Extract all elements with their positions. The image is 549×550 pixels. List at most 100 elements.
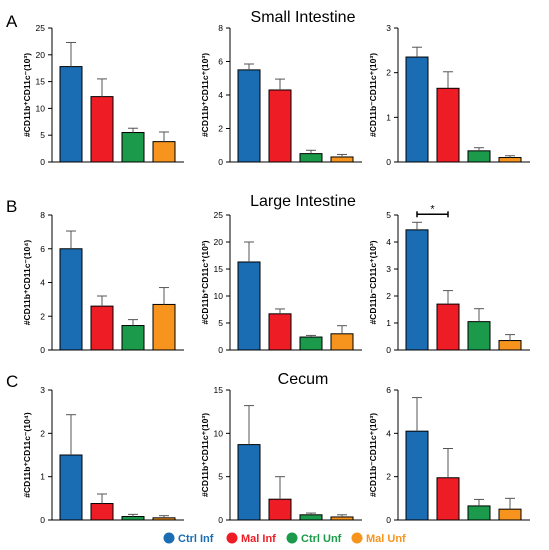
y-tick-label: 2 [40, 428, 45, 438]
y-tick-label: 0 [218, 515, 223, 525]
legend-label: Ctrl Inf [178, 533, 214, 545]
y-tick-label: 6 [40, 244, 45, 254]
bar-mal-unf [330, 333, 354, 351]
bar-chart-b2: 0 5 10 15 20 25 #CD11b⁺CD11c⁺(10³) [200, 210, 362, 355]
y-tick-label: 2 [218, 124, 223, 134]
bar-ctrl-inf [237, 261, 261, 351]
y-tick-label: 20 [36, 50, 46, 60]
y-tick-label: 0 [40, 515, 45, 525]
y-tick-label: 25 [36, 23, 46, 33]
y-tick-label: 8 [40, 210, 45, 220]
bar-ctrl-unf [299, 336, 323, 351]
panel-letter-a: A [6, 12, 18, 31]
y-axis-label: #CD11b⁺CD11c⁻(10⁴) [22, 412, 32, 498]
bar-mal-unf [330, 516, 354, 521]
y-tick-label: 5 [40, 130, 45, 140]
bar-mal-inf [436, 303, 460, 351]
bar-mal-inf [436, 477, 460, 521]
bar-ctrl-inf [405, 229, 429, 351]
legend-label: Ctrl Unf [301, 533, 342, 545]
bar-ctrl-inf [59, 454, 83, 521]
legend-swatch [351, 532, 363, 544]
y-axis-label: #CD11b⁺CD11c⁻(10³) [22, 53, 32, 137]
bar-ctrl-inf [405, 430, 429, 521]
bar-mal-unf [330, 156, 354, 163]
legend: Ctrl Inf Mal Inf Ctrl Unf Mal Unf [163, 532, 406, 545]
y-tick-label: 6 [386, 385, 391, 395]
legend-item-ctrl-unf: Ctrl Unf [286, 532, 342, 545]
legend-item-mal-unf: Mal Unf [351, 532, 406, 545]
y-tick-label: 0 [386, 345, 391, 355]
y-tick-label: 3 [386, 264, 391, 274]
bar-ctrl-unf [467, 505, 491, 521]
bar-mal-inf [90, 305, 114, 351]
y-tick-label: 3 [386, 23, 391, 33]
bar-ctrl-inf [237, 69, 261, 163]
y-tick-label: 25 [214, 210, 224, 220]
legend-label: Mal Unf [366, 533, 406, 545]
panel-title-small-intestine: Small Intestine [251, 9, 356, 26]
y-tick-label: 2 [386, 472, 391, 482]
y-tick-label: 10 [214, 291, 224, 301]
bar-ctrl-unf [121, 132, 145, 163]
bar-chart-c1: 0 1 2 3 #CD11b⁺CD11c⁻(10⁴) [22, 385, 184, 525]
y-tick-label: 4 [40, 278, 45, 288]
y-tick-label: 5 [218, 472, 223, 482]
bar-ctrl-unf [467, 321, 491, 351]
legend-item-mal-inf: Mal Inf [226, 532, 276, 545]
legend-label: Mal Inf [241, 533, 276, 545]
y-tick-label: 4 [386, 237, 391, 247]
legend-swatch [286, 532, 298, 544]
bar-chart-c3: 0 2 4 6 #CD11b⁻CD11c⁺(10³) [368, 385, 530, 525]
y-tick-label: 10 [36, 103, 46, 113]
y-tick-label: 2 [40, 311, 45, 321]
panel-letter-c: C [6, 372, 18, 391]
y-axis-label: #CD11b⁺CD11c⁺(10³) [200, 240, 210, 324]
bar-mal-unf [152, 517, 176, 521]
y-tick-label: 5 [218, 318, 223, 328]
y-axis-label: #CD11b⁺CD11c⁻(10⁴) [22, 240, 32, 326]
y-tick-label: 5 [386, 210, 391, 220]
y-tick-label: 15 [214, 264, 224, 274]
y-tick-label: 0 [218, 157, 223, 167]
bar-ctrl-inf [237, 444, 261, 521]
y-tick-label: 0 [218, 345, 223, 355]
y-tick-label: 0 [40, 157, 45, 167]
bar-mal-inf [90, 503, 114, 521]
y-tick-label: 20 [214, 237, 224, 247]
chart-grid: 0510152025#CD11b⁺CD11c⁻(10³)02468#CD11b⁺… [22, 23, 530, 525]
y-axis-label: #CD11b⁻CD11c⁺(10³) [368, 53, 378, 137]
bar-ctrl-unf [299, 153, 323, 163]
y-tick-label: 3 [40, 385, 45, 395]
bar-chart-a2: 0 2 4 6 8 #CD11b⁺CD11c⁺(10³) [200, 23, 362, 167]
panel-title-cecum: Cecum [278, 371, 329, 388]
bar-mal-inf [268, 498, 292, 521]
bar-ctrl-unf [467, 150, 491, 163]
panel-title-large-intestine: Large Intestine [250, 193, 356, 210]
bar-ctrl-inf [59, 248, 83, 351]
bar-chart-c2: 0 5 10 15 #CD11b⁺CD11c⁺(10³) [200, 385, 362, 525]
bar-mal-inf [90, 96, 114, 163]
legend-item-ctrl-inf: Ctrl Inf [163, 532, 214, 545]
y-axis-label: #CD11b⁺CD11c⁺(10³) [200, 413, 210, 497]
bar-mal-inf [436, 87, 460, 163]
y-tick-label: 8 [218, 23, 223, 33]
legend-swatch [226, 532, 238, 544]
y-axis-label: #CD11b⁺CD11c⁺(10³) [200, 53, 210, 137]
bar-ctrl-unf [299, 514, 323, 521]
panel-letter-b: B [6, 197, 17, 216]
significance-label: * [430, 203, 435, 215]
y-tick-label: 15 [36, 77, 46, 87]
y-tick-label: 15 [214, 385, 224, 395]
y-tick-label: 1 [386, 112, 391, 122]
bar-mal-unf [152, 141, 176, 163]
y-tick-label: 0 [40, 345, 45, 355]
y-tick-label: 1 [386, 318, 391, 328]
bar-mal-inf [268, 89, 292, 163]
bar-mal-unf [152, 303, 176, 351]
y-axis-label: #CD11b⁻CD11c⁺(10³) [368, 413, 378, 497]
y-tick-label: 2 [386, 68, 391, 78]
y-tick-label: 2 [386, 291, 391, 301]
bar-mal-unf [498, 157, 522, 163]
